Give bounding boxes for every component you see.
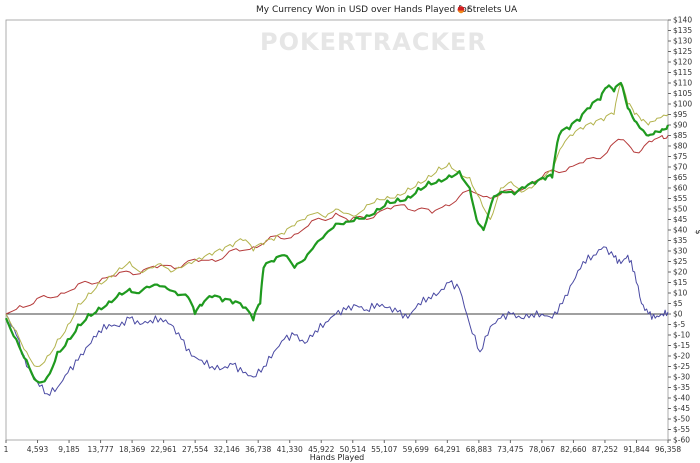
series-line-olive xyxy=(5,82,669,367)
y-tick-label: $-40 xyxy=(673,394,690,403)
x-tick-label: 73,475 xyxy=(497,445,523,454)
x-tick-label: 13,777 xyxy=(87,445,113,454)
x-tick-label: 55,107 xyxy=(371,445,397,454)
y-tick-label: $105 xyxy=(673,89,692,98)
y-tick-label: $-50 xyxy=(673,415,690,424)
x-axis-ticks: 1 4,593 9,185 13,777 18,369 22,961 27,554 32,14… xyxy=(4,440,681,454)
y-tick-label: $10 xyxy=(673,289,688,298)
series-line-blue xyxy=(5,246,669,396)
x-tick-label: 91,844 xyxy=(623,445,649,454)
y-tick-label: $100 xyxy=(673,100,692,109)
y-tick-label: $20 xyxy=(673,268,688,277)
series-line-green xyxy=(4,81,670,384)
y-tick-label: $50 xyxy=(673,205,688,214)
x-tick-label: 64,291 xyxy=(434,445,460,454)
x-tick-label: 59,699 xyxy=(403,445,429,454)
x-tick-label: 18,369 xyxy=(119,445,145,454)
x-tick-label: 1 xyxy=(4,445,9,454)
y-tick-label: $-20 xyxy=(673,352,690,361)
y-tick-label: $35 xyxy=(673,236,688,245)
x-tick-label: 82,660 xyxy=(560,445,586,454)
x-tick-label: 4,593 xyxy=(27,445,49,454)
y-tick-label: $-10 xyxy=(673,331,690,340)
y-tick-label: $55 xyxy=(673,194,688,203)
site-icon xyxy=(457,6,465,14)
y-tick-label: $120 xyxy=(673,58,692,67)
watermark-logo: POKERTRACKER xyxy=(260,28,487,56)
y-tick-label: $60 xyxy=(673,184,688,193)
y-tick-label: $70 xyxy=(673,163,688,172)
y-tick-label: $-15 xyxy=(673,341,690,350)
y-tick-label: $90 xyxy=(673,121,688,130)
x-tick-label: 32,146 xyxy=(214,445,240,454)
y-tick-label: $95 xyxy=(673,110,688,119)
y-tick-label: $45 xyxy=(673,215,688,224)
y-tick-label: $115 xyxy=(673,68,692,77)
x-tick-label: 9,185 xyxy=(58,445,80,454)
x-tick-label: 27,554 xyxy=(182,445,208,454)
x-tick-label: 45,922 xyxy=(308,445,334,454)
y-tick-label: $65 xyxy=(673,173,688,182)
y-tick-label: $130 xyxy=(673,37,692,46)
x-tick-label: 78,067 xyxy=(529,445,555,454)
x-tick-label: 96,358 xyxy=(655,445,681,454)
y-tick-label: $-25 xyxy=(673,362,690,371)
y-tick-label: $5 xyxy=(673,299,683,308)
y-tick-label: $0 xyxy=(673,310,683,319)
y-tick-label: $15 xyxy=(673,278,688,287)
y-tick-label: $-45 xyxy=(673,404,690,413)
plot-area xyxy=(5,19,669,441)
x-tick-label: 22,961 xyxy=(150,445,176,454)
y-tick-label: $-35 xyxy=(673,383,690,392)
y-tick-label: $25 xyxy=(673,257,688,266)
y-tick-label: $80 xyxy=(673,142,688,151)
series-layer xyxy=(4,81,670,396)
player-name: Strelets UA xyxy=(467,5,518,15)
x-tick-label: 87,252 xyxy=(592,445,618,454)
chart-title: My Currency Won in USD over Hands Played… xyxy=(256,5,471,15)
y-tick-label: $-5 xyxy=(673,320,685,329)
x-tick-label: 36,738 xyxy=(245,445,271,454)
x-tick-label: 68,883 xyxy=(466,445,492,454)
y-tick-label: $140 xyxy=(673,16,692,25)
y-tick-label: $75 xyxy=(673,152,688,161)
y-tick-label: $85 xyxy=(673,131,688,140)
y-tick-label: $-60 xyxy=(673,436,690,445)
y-tick-label: $125 xyxy=(673,47,692,56)
y-tick-label: $-55 xyxy=(673,425,690,434)
x-tick-label: 50,514 xyxy=(340,445,366,454)
y-tick-label: $40 xyxy=(673,226,688,235)
y-tick-label: $135 xyxy=(673,26,692,35)
y-tick-label: $-30 xyxy=(673,373,690,382)
y-axis-label: $ xyxy=(694,229,700,234)
x-tick-label: 41,330 xyxy=(277,445,303,454)
x-axis-label: Hands Played xyxy=(310,453,364,462)
y-tick-label: $110 xyxy=(673,79,692,88)
y-axis-ticks: $140$135 $130$125 $120$115 $110$105 $100$95 $… xyxy=(668,16,692,445)
y-tick-label: $30 xyxy=(673,247,688,256)
